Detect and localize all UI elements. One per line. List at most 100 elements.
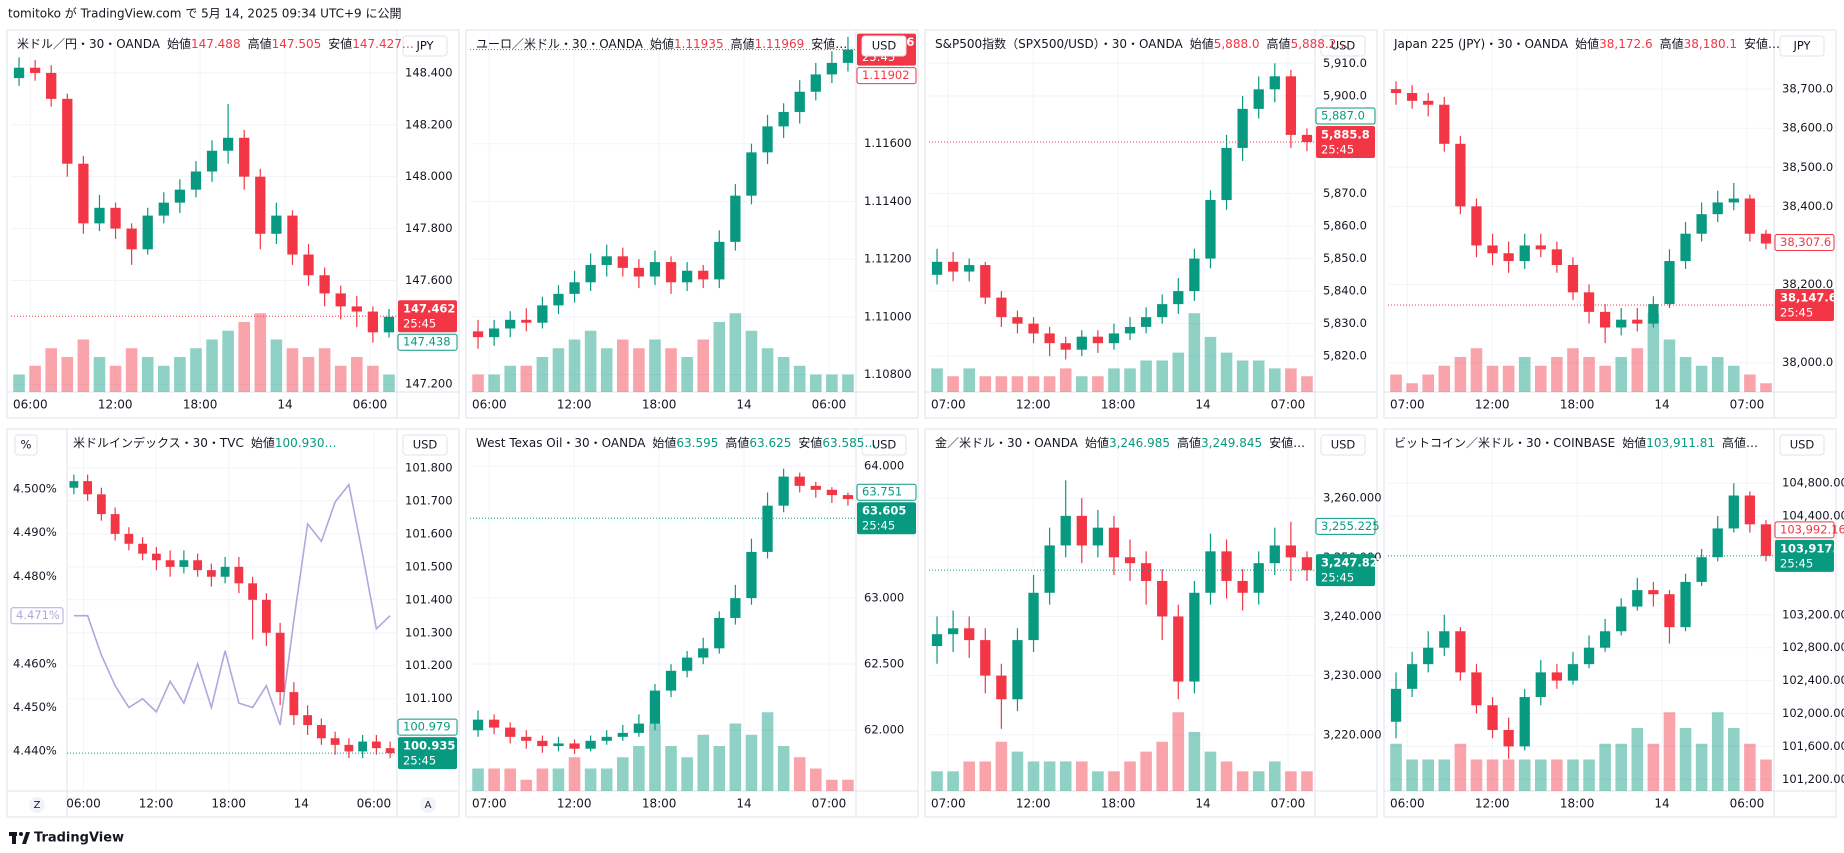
countdown-label: 25:45 [403, 317, 436, 331]
countdown-label: 25:45 [1780, 306, 1813, 320]
volume-bar [1252, 360, 1265, 392]
candle-body [371, 741, 381, 749]
price-label: 5,887.0 [1321, 109, 1365, 123]
y-tick-label: 3,230.000 [1323, 668, 1382, 682]
candle-body [931, 261, 943, 275]
y-tick-label: 62.500 [864, 657, 904, 671]
volume-bar [1204, 751, 1217, 791]
candle-body [261, 599, 271, 633]
currency-box [1779, 35, 1825, 57]
y-tick-label: 38,400.0 [1782, 199, 1833, 213]
volume-bar [1583, 759, 1595, 791]
candle-body [83, 481, 93, 495]
volume-bar [1076, 376, 1088, 392]
time-label: 07:00 [812, 797, 847, 811]
candle-body [553, 743, 564, 747]
candle-body [649, 262, 661, 277]
volume-bar [842, 374, 854, 392]
unit-label: % [21, 438, 32, 452]
volume-bar [1663, 712, 1676, 791]
time-label: 18:00 [211, 797, 246, 811]
candle-body [1664, 594, 1675, 628]
candle-body [947, 628, 959, 635]
legend-key: 高値 [1660, 36, 1684, 51]
y-tick-label: 148.000 [405, 169, 453, 183]
y-tick-label: 147.800 [405, 221, 453, 235]
button-box[interactable] [420, 797, 436, 813]
volume-bar [1301, 771, 1313, 791]
candle-body [1189, 258, 1200, 292]
candle-body [778, 476, 789, 506]
volume-bar [1059, 368, 1072, 392]
candle-body [714, 617, 725, 649]
candle-body [151, 553, 161, 561]
time-label: 18:00 [1560, 398, 1595, 412]
time-label: 12:00 [1475, 797, 1510, 811]
legend-key: 高値… [1722, 435, 1758, 450]
currency-box [1320, 434, 1366, 456]
currency-label: USD [872, 39, 897, 53]
volume-bar [697, 339, 709, 392]
button-label[interactable]: A [425, 800, 432, 811]
volume-bar [745, 330, 758, 392]
candle-body [1124, 557, 1136, 564]
candle-body [206, 150, 218, 172]
candle-body [980, 640, 991, 676]
legend-key: 高値 [725, 435, 749, 450]
price-label-box [1775, 289, 1834, 322]
price-label: 103,917.01 [1780, 541, 1844, 555]
price-label-box [1774, 521, 1835, 539]
candle-body [947, 261, 959, 272]
candle-body [289, 692, 299, 716]
y-tick-label: 148.400 [405, 65, 453, 79]
candle-body [1455, 143, 1466, 207]
y-tick-label: 101.500 [405, 559, 453, 573]
currency-label: USD [413, 438, 438, 452]
candle-body [633, 267, 645, 277]
candle-body [996, 297, 1007, 318]
chart-legend: ビットコイン／米ドル・30・COINBASE 始値103,911.81 高値… [1394, 435, 1758, 450]
legend-key: 高値 [731, 36, 755, 51]
volume-bar [1301, 376, 1313, 392]
legend-key: 始値 [1190, 36, 1214, 51]
y-tick-label: 103,200.00 [1782, 607, 1844, 621]
candle-body [1173, 291, 1184, 305]
candle-body [746, 152, 757, 196]
price-label: 3,247.820 [1321, 556, 1386, 570]
currency-label: USD [872, 438, 897, 452]
candle-body [385, 748, 395, 754]
volume-bar [1252, 771, 1265, 791]
chart-legend: 米ドル／円・30・OANDA 始値147.488 高値147.505 安値147.42… [17, 36, 414, 51]
volume-bar [109, 365, 122, 392]
candle-body [778, 111, 789, 127]
candle-body [1599, 631, 1611, 648]
button-box[interactable] [29, 797, 45, 813]
volume-bar [383, 374, 395, 392]
volume-bar [334, 365, 347, 392]
chart-title: ユーロ／米ドル・30・OANDA [476, 37, 644, 51]
y-tick-label: 3,240.000 [1323, 609, 1382, 623]
volume-bar [552, 348, 565, 392]
button-label[interactable]: Z [34, 800, 41, 811]
candle-body [826, 62, 838, 75]
y-tick-label: 5,860.0 [1323, 219, 1367, 233]
candle-body [1285, 76, 1297, 135]
volume-bar [1695, 743, 1708, 791]
candle-body [826, 489, 838, 496]
volume-bar [1535, 759, 1547, 791]
y-tick-label: 3,220.000 [1323, 727, 1382, 741]
volume-bar [1631, 727, 1644, 791]
time-label: 07:00 [1271, 398, 1306, 412]
candle-body [1760, 524, 1772, 556]
volume-bar [600, 348, 613, 392]
volume-bar [1188, 313, 1201, 392]
y-tick-label: 38,200.0 [1782, 277, 1833, 291]
time-label: 12:00 [1475, 398, 1510, 412]
candle-body [698, 270, 709, 280]
candle-body [1535, 672, 1546, 698]
volume-bar [745, 734, 758, 791]
volume-bar [810, 768, 822, 791]
volume-bar [13, 374, 25, 392]
candle-body [1583, 647, 1595, 665]
volume-bar [793, 757, 806, 791]
